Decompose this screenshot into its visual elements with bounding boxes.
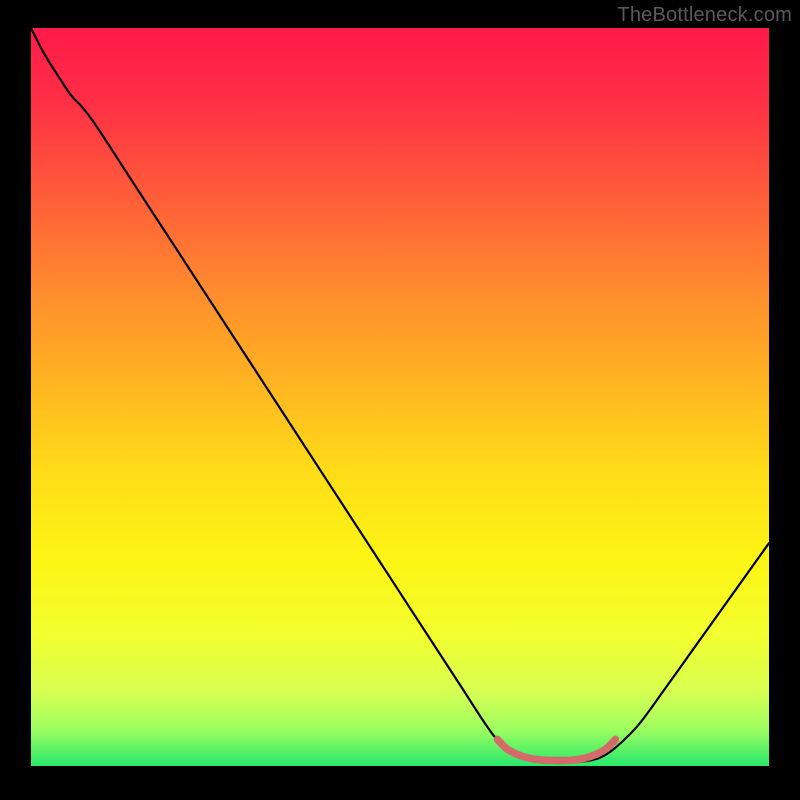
watermark-text: TheBottleneck.com <box>617 4 792 27</box>
chart-container: TheBottleneck.com <box>0 0 800 800</box>
plot-area <box>31 28 769 766</box>
gradient-background <box>31 28 769 766</box>
bottleneck-curve-chart <box>31 28 769 766</box>
